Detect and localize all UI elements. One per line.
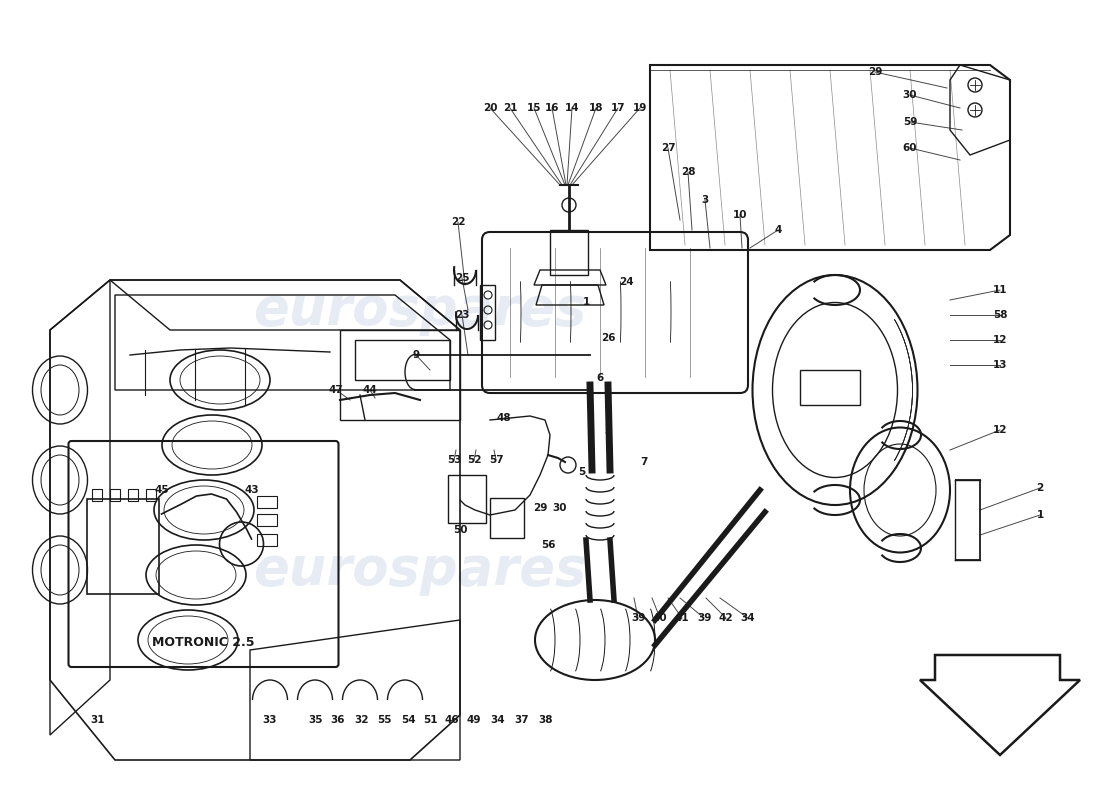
Bar [87,499,158,594]
Bar [550,230,588,275]
Text: 17: 17 [610,103,625,113]
Text: 9: 9 [412,350,419,360]
Text: 41: 41 [674,613,690,623]
Text: 48: 48 [497,413,512,423]
Text: 22: 22 [451,217,465,227]
Bar [448,475,486,523]
Text: 1: 1 [582,297,590,307]
Text: 2: 2 [1036,483,1044,493]
Text: 19: 19 [632,103,647,113]
Text: 20: 20 [483,103,497,113]
Text: 11: 11 [992,285,1008,295]
Bar [256,514,276,526]
Text: 49: 49 [466,715,482,725]
Text: 43: 43 [244,485,260,495]
Text: 39: 39 [696,613,712,623]
Text: 34: 34 [491,715,505,725]
Text: 7: 7 [640,457,648,467]
Text: 5: 5 [579,467,585,477]
Polygon shape [920,655,1080,755]
Text: 55: 55 [376,715,392,725]
Text: 60: 60 [903,143,917,153]
Text: 52: 52 [466,455,482,465]
Text: 56: 56 [541,540,556,550]
Text: 23: 23 [454,310,470,320]
Text: 18: 18 [588,103,603,113]
Bar [128,489,138,501]
Text: 38: 38 [539,715,553,725]
Text: 16: 16 [544,103,559,113]
Text: 35: 35 [309,715,323,725]
Text: 46: 46 [444,715,460,725]
Bar [145,489,155,501]
Text: 10: 10 [733,210,747,220]
Text: 4: 4 [774,225,782,235]
Text: 39: 39 [630,613,646,623]
Text: 30: 30 [903,90,917,100]
Text: 12: 12 [992,335,1008,345]
Text: 44: 44 [363,385,377,395]
Text: 34: 34 [740,613,756,623]
Text: 12: 12 [992,425,1008,435]
Text: eurospares: eurospares [253,284,586,336]
Text: 58: 58 [992,310,1008,320]
Text: 26: 26 [601,333,615,343]
Text: 50: 50 [453,525,468,535]
Text: 33: 33 [263,715,277,725]
Text: 28: 28 [681,167,695,177]
Text: 6: 6 [596,373,604,383]
Bar [256,534,276,546]
Text: 15: 15 [527,103,541,113]
Text: 53: 53 [447,455,461,465]
Text: 29: 29 [868,67,882,77]
Text: 54: 54 [400,715,416,725]
Text: 27: 27 [661,143,675,153]
Text: 36: 36 [331,715,345,725]
Text: 3: 3 [702,195,708,205]
Text: 59: 59 [903,117,917,127]
Text: 47: 47 [329,385,343,395]
Text: MOTRONIC 2.5: MOTRONIC 2.5 [152,635,255,649]
Text: 25: 25 [454,273,470,283]
Text: 57: 57 [488,455,504,465]
Bar [800,370,860,405]
Text: 30: 30 [552,503,568,513]
Text: 14: 14 [564,103,580,113]
Bar [110,489,120,501]
Text: 8: 8 [604,427,612,437]
Text: eurospares: eurospares [253,544,586,596]
Text: 29: 29 [532,503,547,513]
Text: 21: 21 [503,103,517,113]
Text: 13: 13 [992,360,1008,370]
Bar [91,489,101,501]
Text: 37: 37 [515,715,529,725]
Text: 24: 24 [618,277,634,287]
Text: 42: 42 [718,613,734,623]
Text: 32: 32 [354,715,370,725]
Bar [490,498,524,538]
Text: 45: 45 [155,485,169,495]
Text: 40: 40 [652,613,668,623]
Text: 51: 51 [422,715,438,725]
Bar [256,496,276,508]
Text: 1: 1 [1036,510,1044,520]
Text: 31: 31 [90,715,106,725]
